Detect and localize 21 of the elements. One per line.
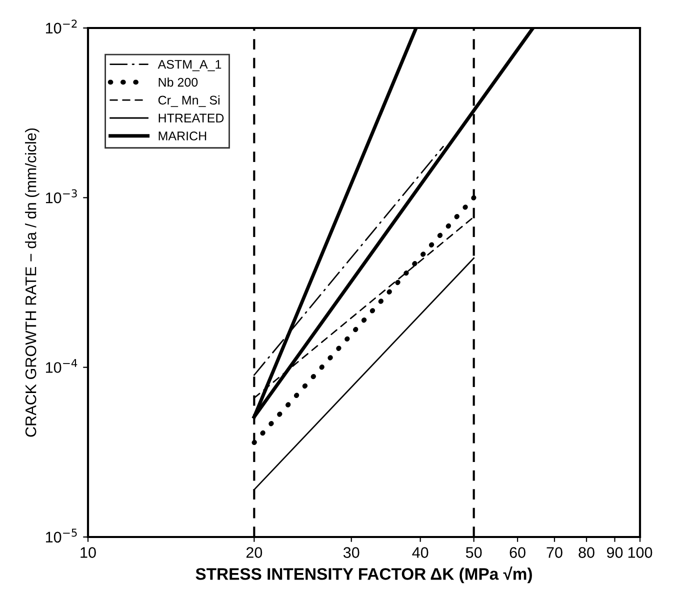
y-tick-label: 10$^{−5}$ <box>46 528 77 543</box>
x-tick-label: 100 <box>628 547 652 558</box>
y-tick-label: 10$^{−2}$ <box>46 20 77 34</box>
legend-label: MARICH <box>158 132 206 140</box>
y-tick-label: 10$^{−4}$ <box>46 359 78 373</box>
x-tick-label: 80 <box>578 547 594 558</box>
y-tick-label: 10$^{−3}$ <box>46 189 77 204</box>
x-axis-title: STRESS INTENSITY FACTOR ΔK (MPa √m) <box>196 566 532 584</box>
x-tick-label: 50 <box>466 547 482 558</box>
legend-label: Nb 200 <box>158 78 198 87</box>
x-tick-label: 10 <box>80 547 96 558</box>
x-tick-label: 20 <box>246 547 262 558</box>
x-tick-label: 70 <box>546 547 562 558</box>
legend-label: ASTM_A_1 <box>158 60 222 72</box>
x-tick-label: 30 <box>343 547 360 558</box>
legend-label: HTREATED <box>158 114 224 122</box>
x-tick-label: 60 <box>510 547 526 558</box>
x-tick-label: 90 <box>606 547 623 558</box>
y-axis-title: CRACK GROWTH RATE − da / dn (mm/cicle) <box>25 128 40 437</box>
x-tick-label: 40 <box>412 547 428 558</box>
legend-label: Cr_ Mn_ Si <box>158 95 220 107</box>
